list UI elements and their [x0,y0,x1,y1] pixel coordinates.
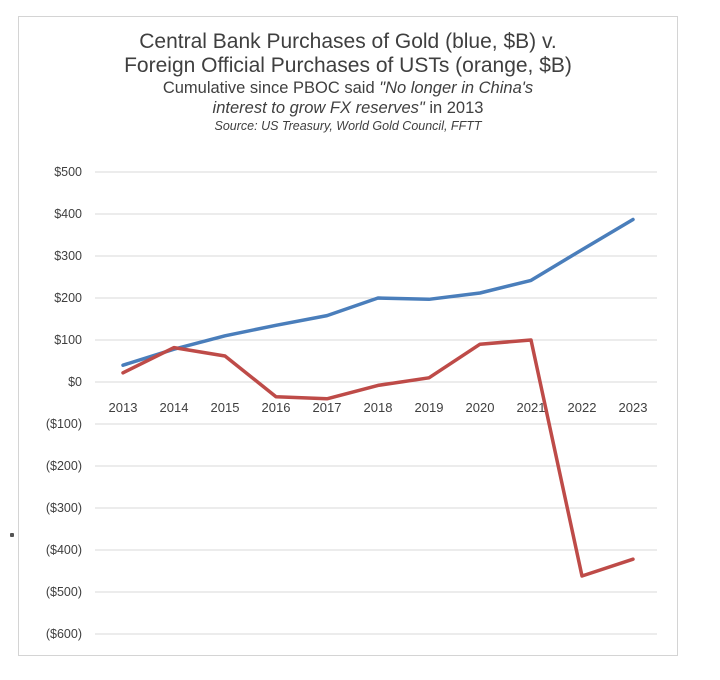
chart-frame [18,16,678,656]
y-tick-label: $100 [54,333,82,347]
stray-mark [10,533,14,537]
x-axis-tick-labels: 2013 2014 2015 2016 2017 2018 2019 2020 2021 2022… [109,400,648,415]
x-tick-label: 2019 [415,400,444,415]
gold-purchases-line [121,217,635,367]
ust-purchases-line [121,338,635,578]
chart-title-line-2: Foreign Official Purchases of USTs (oran… [124,54,572,77]
chart-source: Source: US Treasury, World Gold Council,… [214,119,482,133]
x-tick-label: 2018 [364,400,393,415]
x-tick-label: 2014 [160,400,189,415]
x-tick-label: 2017 [313,400,342,415]
subtitle-prefix: Cumulative since PBOC said [162,79,380,97]
y-tick-label: ($100) [46,417,82,431]
x-tick-label: 2023 [619,400,648,415]
x-tick-label: 2015 [211,400,240,415]
y-tick-label: ($400) [46,543,82,557]
x-tick-label: 2013 [109,400,138,415]
y-tick-label: ($600) [46,627,82,641]
x-tick-label: 2020 [466,400,495,415]
subtitle-quote-1: "No longer in China's [379,79,534,97]
x-tick-label: 2022 [568,400,597,415]
chart-title-line-1: Central Bank Purchases of Gold (blue, $B… [139,30,557,53]
chart-title-block: Central Bank Purchases of Gold (blue, $B… [18,30,678,134]
y-tick-label: $300 [54,249,82,263]
y-tick-label: ($200) [46,459,82,473]
y-tick-label: ($300) [46,501,82,515]
y-axis-tick-labels: $500 $400 $300 $200 $100 $0 ($100) ($200) ($300)… [46,165,82,641]
chart-subtitle-line-1: Cumulative since PBOC said "No longer in… [18,78,678,98]
y-tick-label: ($500) [46,585,82,599]
y-tick-label: $200 [54,291,82,305]
x-tick-label: 2021 [517,400,546,415]
subtitle-suffix: in 2013 [424,99,484,117]
y-tick-label: $0 [68,375,82,389]
y-tick-label: $500 [54,165,82,179]
gridlines [95,171,657,635]
y-tick-label: $400 [54,207,82,221]
chart-subtitle-line-2: interest to grow FX reserves" in 2013 [18,98,678,118]
subtitle-quote-2: interest to grow FX reserves" [212,99,425,117]
series-lines [121,217,635,578]
x-tick-label: 2016 [262,400,291,415]
